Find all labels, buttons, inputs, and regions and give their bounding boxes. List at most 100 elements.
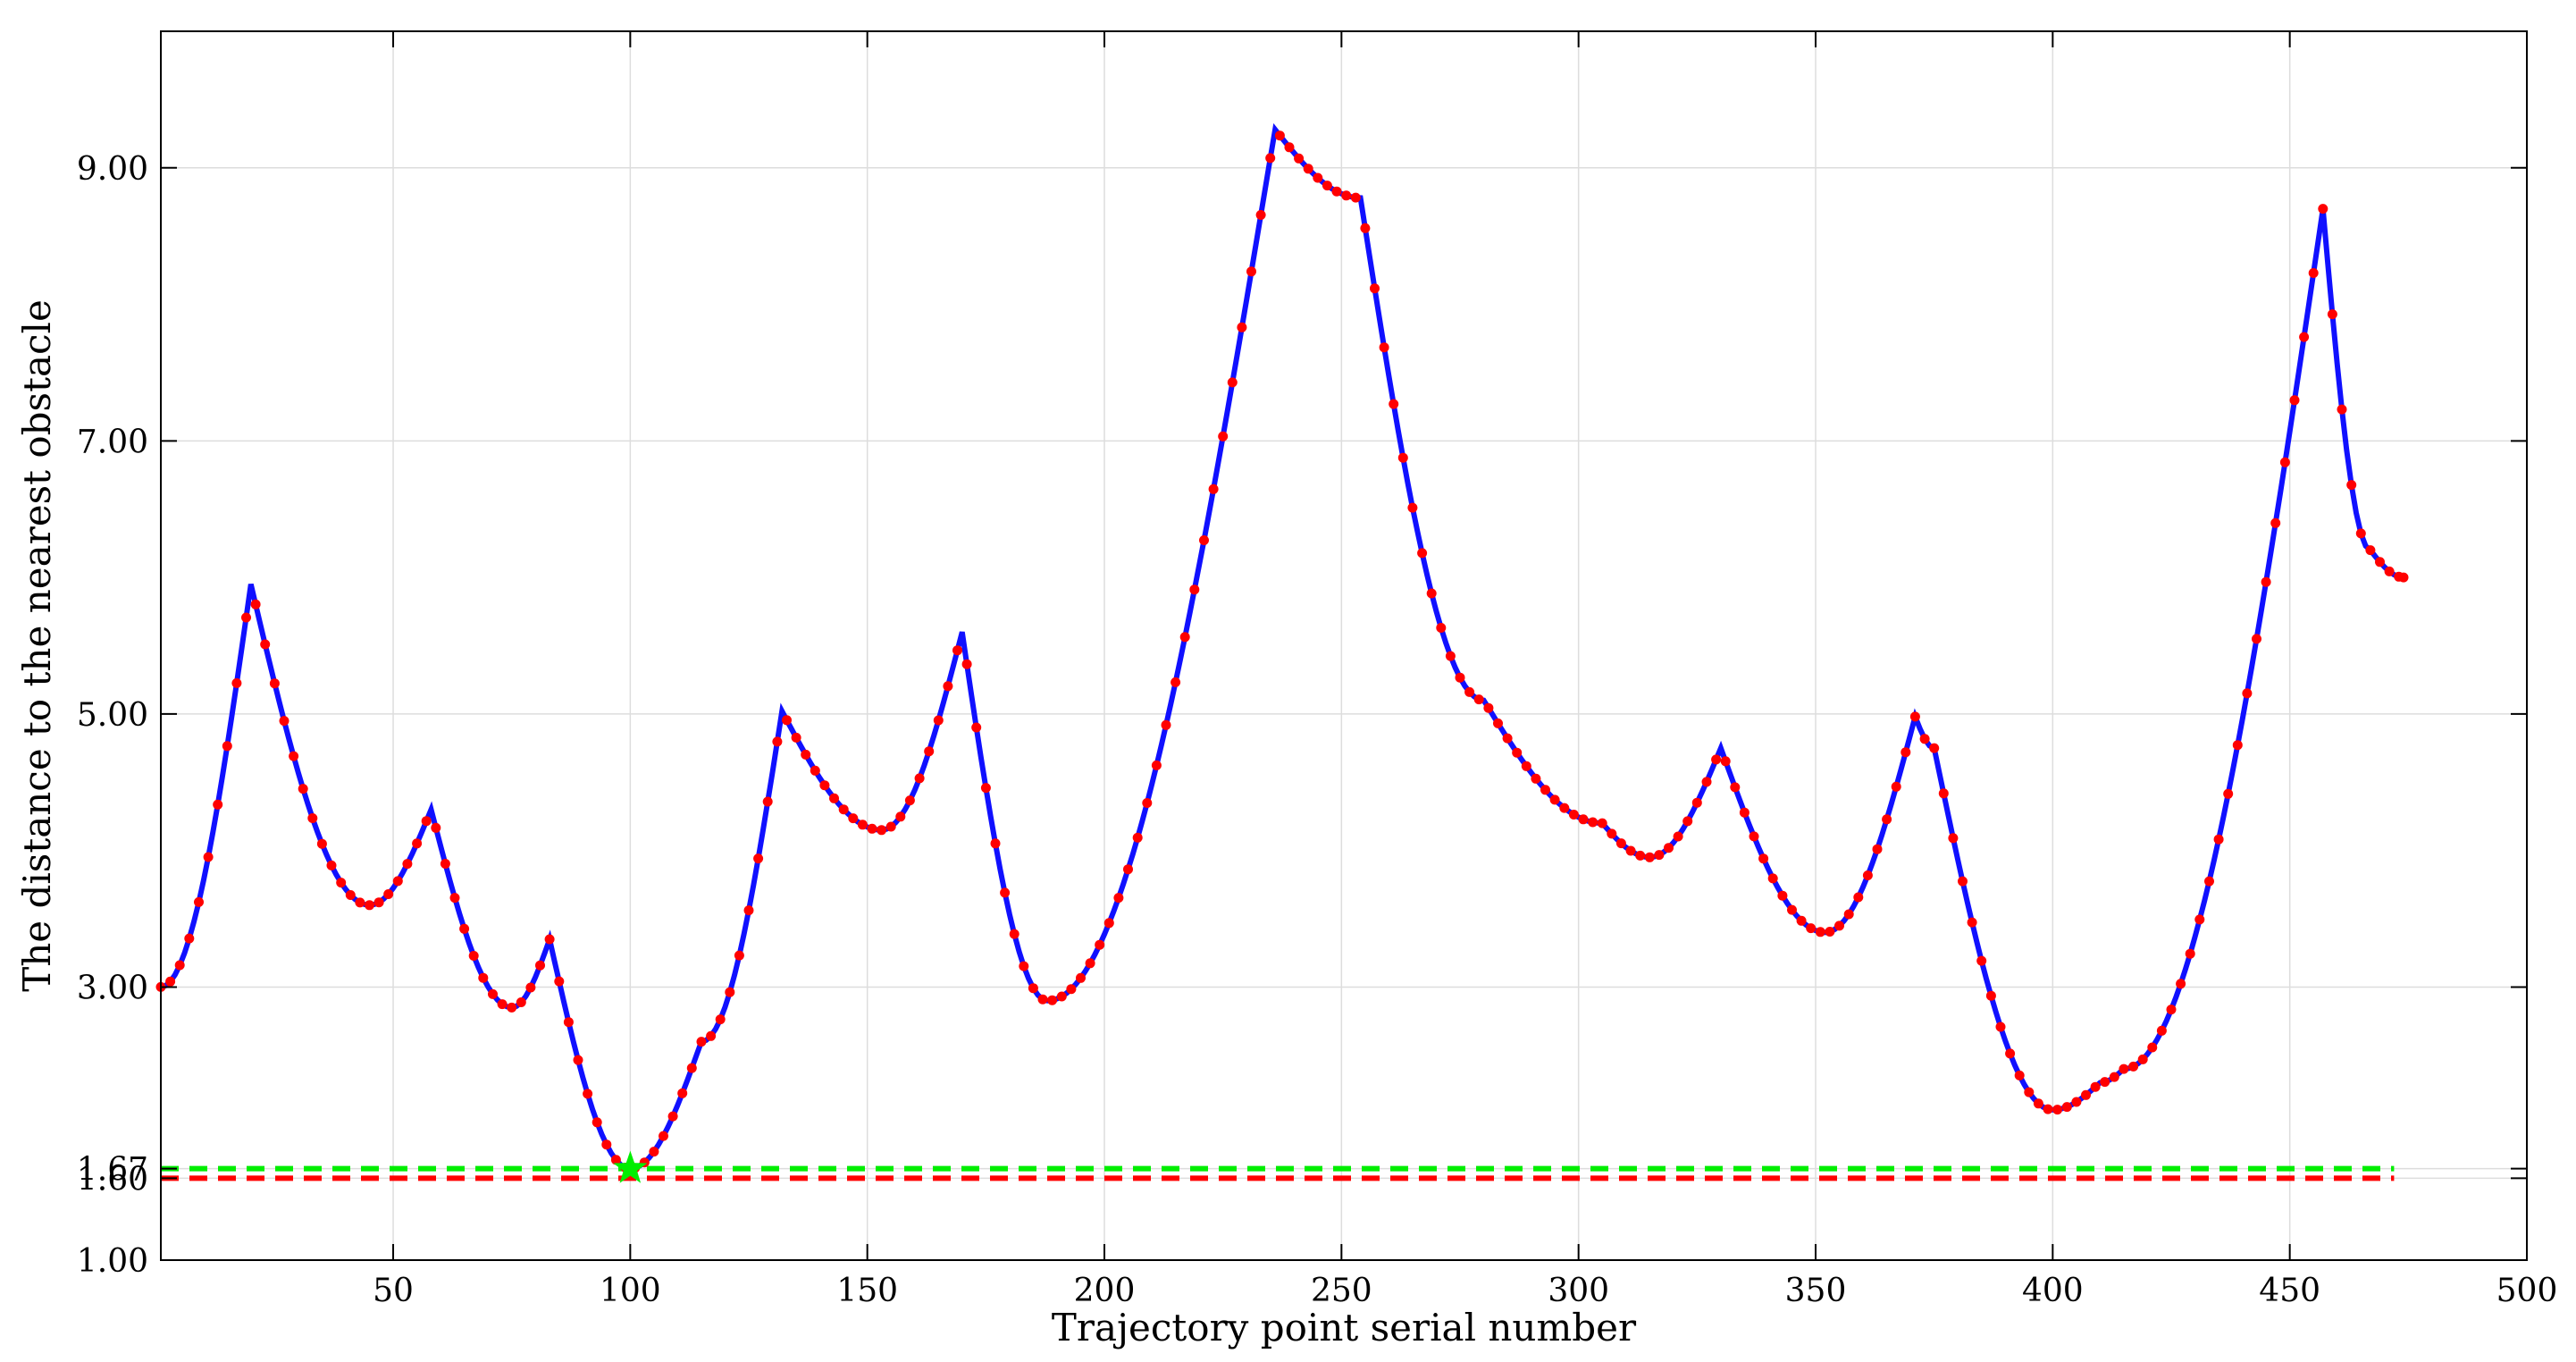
data-point [1691, 797, 1702, 808]
data-point [1103, 918, 1114, 929]
data-point [1985, 990, 1996, 1001]
data-point [2052, 1105, 2063, 1115]
data-point [980, 783, 991, 794]
x-tick-label: 500 [2496, 1273, 2558, 1309]
data-point [279, 716, 289, 727]
data-point [222, 741, 232, 752]
data-point [829, 793, 839, 803]
data-point [1483, 702, 1494, 713]
data-point [1171, 677, 1181, 687]
data-point [440, 859, 450, 869]
data-point [810, 765, 820, 776]
data-point [734, 950, 744, 961]
data-point [1179, 632, 1190, 643]
data-point [1701, 777, 1712, 787]
data-point [488, 988, 498, 999]
data-point [1019, 961, 1029, 971]
data-point [544, 934, 555, 945]
data-point [1720, 756, 1731, 767]
data-point [1113, 893, 1124, 904]
data-point [706, 1030, 717, 1041]
data-point [1730, 782, 1741, 793]
x-axis-ticks: 50 100 150 200 250 300 350 400 450 500 [373, 31, 2557, 1309]
data-point [2252, 634, 2261, 644]
data-point [583, 1089, 593, 1099]
y-tick-label: 1.60 [77, 1161, 148, 1198]
x-tick-label: 350 [1785, 1273, 1847, 1309]
series-group [155, 122, 2409, 1173]
data-point [1037, 994, 1048, 1005]
data-point [1303, 164, 1313, 174]
data-point [2137, 1054, 2148, 1064]
data-point [838, 804, 849, 815]
data-point [1426, 588, 1437, 599]
x-axis-label: Trajectory point serial number [1052, 1306, 1637, 1349]
data-point [1237, 322, 1247, 332]
data-point [1436, 623, 1447, 633]
data-point [478, 972, 489, 983]
data-point [2166, 1005, 2177, 1015]
data-point [336, 878, 347, 888]
data-point [269, 678, 280, 689]
data-point [857, 820, 868, 830]
data-point [1331, 186, 1342, 197]
data-point [2355, 528, 2366, 539]
data-point [1531, 773, 1541, 784]
data-point [933, 715, 944, 726]
data-point [1654, 850, 1665, 861]
data-point [213, 799, 223, 810]
data-point [449, 893, 460, 904]
data-point [610, 1155, 621, 1165]
data-point [250, 599, 261, 610]
data-point [601, 1139, 612, 1150]
data-point [1749, 831, 1759, 842]
plot-frame [160, 30, 2528, 1261]
y-tick-label: 1.67 [77, 1152, 148, 1189]
data-point [867, 823, 877, 834]
y-axis-ticks: 1.00 1.601.67 3.00 5.00 7.00 9.00 [77, 151, 2527, 1280]
data-point [373, 897, 384, 908]
data-point [1806, 923, 1817, 934]
x-tick-label: 450 [2259, 1273, 2320, 1309]
data-point [848, 813, 859, 824]
data-point [2213, 834, 2224, 845]
data-point [365, 900, 374, 911]
data-point [383, 889, 394, 899]
data-point [1208, 483, 1219, 494]
data-point [696, 1037, 707, 1047]
data-point [1189, 584, 1200, 595]
data-point [231, 677, 242, 688]
data-point [1445, 651, 1456, 661]
data-point [2204, 876, 2214, 887]
data-point [1341, 190, 1352, 201]
data-point [2081, 1089, 2091, 1100]
data-point [2242, 688, 2253, 699]
data-point [1615, 838, 1626, 849]
data-point [554, 976, 565, 987]
data-point [1843, 909, 1854, 920]
data-point [1512, 747, 1523, 758]
data-point [194, 896, 204, 907]
data-point [885, 821, 896, 832]
data-point [1455, 672, 1465, 683]
data-point [2061, 1102, 2072, 1113]
data-point [943, 681, 953, 692]
data-point [1882, 814, 1892, 825]
data-point [2375, 557, 2385, 568]
data-point [1872, 844, 1883, 854]
data-point [1853, 892, 1864, 903]
data-point [525, 982, 536, 993]
data-point [1948, 833, 1959, 844]
data-point [1379, 342, 1389, 353]
data-point [1274, 130, 1285, 141]
data-point [1151, 760, 1162, 770]
data-point [1076, 972, 1086, 983]
data-point [2194, 914, 2205, 925]
x-tick-label: 200 [1074, 1273, 1136, 1309]
data-point [1284, 142, 1295, 153]
data-point [1767, 873, 1778, 884]
data-point [2147, 1042, 2158, 1053]
minimum-star-marker [613, 1150, 648, 1183]
data-point [1028, 983, 1038, 994]
data-point [2014, 1070, 2025, 1080]
